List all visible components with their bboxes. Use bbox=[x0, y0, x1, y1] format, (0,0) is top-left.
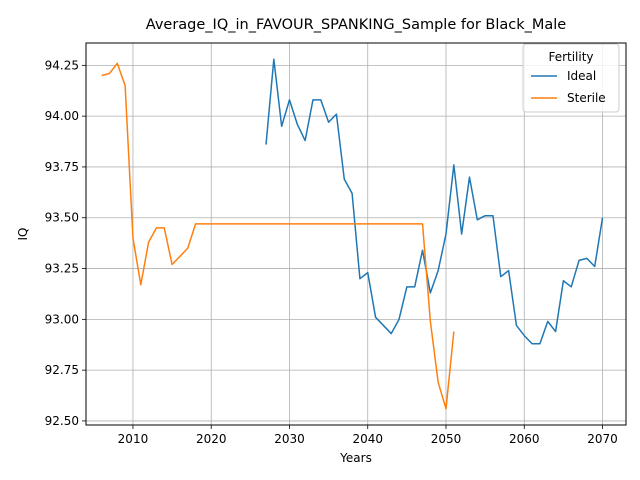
chart-title: Average_IQ_in_FAVOUR_SPANKING_Sample for… bbox=[146, 17, 567, 33]
y-axis-label: IQ bbox=[16, 228, 30, 241]
x-tick-label: 2020 bbox=[196, 432, 227, 446]
y-tick-label: 93.75 bbox=[45, 160, 79, 174]
x-tick-label: 2050 bbox=[431, 432, 462, 446]
x-tick-label: 2010 bbox=[118, 432, 149, 446]
y-tick-label: 93.00 bbox=[45, 312, 79, 326]
x-tick-label: 2070 bbox=[587, 432, 618, 446]
y-tick-label: 93.50 bbox=[45, 211, 79, 225]
y-tick-label: 92.75 bbox=[45, 363, 79, 377]
x-axis-label: Years bbox=[339, 451, 372, 465]
y-tick-label: 94.25 bbox=[45, 58, 79, 72]
x-tick-label: 2030 bbox=[274, 432, 305, 446]
legend: Fertility Ideal Sterile bbox=[523, 44, 619, 112]
y-tick-label: 93.25 bbox=[45, 262, 79, 276]
legend-title: Fertility bbox=[548, 50, 593, 64]
x-tick-label: 2040 bbox=[352, 432, 383, 446]
legend-label-sterile: Sterile bbox=[567, 91, 606, 105]
y-tick-label: 94.00 bbox=[45, 109, 79, 123]
y-tick-label: 92.50 bbox=[45, 414, 79, 428]
legend-label-ideal: Ideal bbox=[567, 69, 596, 83]
x-tick-label: 2060 bbox=[509, 432, 540, 446]
